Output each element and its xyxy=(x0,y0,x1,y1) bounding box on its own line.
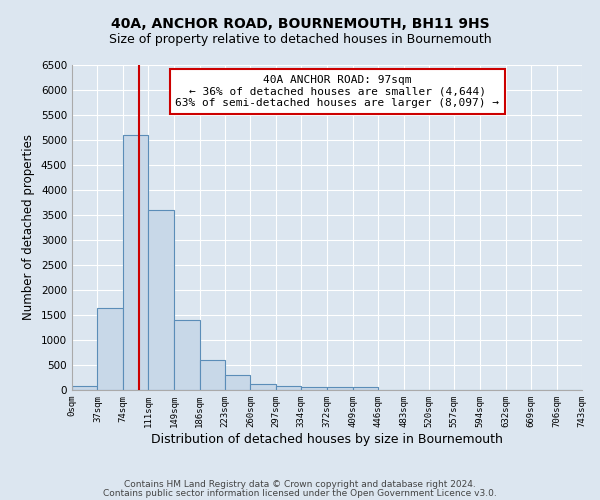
Text: 40A, ANCHOR ROAD, BOURNEMOUTH, BH11 9HS: 40A, ANCHOR ROAD, BOURNEMOUTH, BH11 9HS xyxy=(110,18,490,32)
Bar xyxy=(353,387,378,390)
Text: 40A ANCHOR ROAD: 97sqm
← 36% of detached houses are smaller (4,644)
63% of semi-: 40A ANCHOR ROAD: 97sqm ← 36% of detached… xyxy=(175,74,499,108)
Bar xyxy=(123,135,148,390)
Y-axis label: Number of detached properties: Number of detached properties xyxy=(22,134,35,320)
X-axis label: Distribution of detached houses by size in Bournemouth: Distribution of detached houses by size … xyxy=(151,432,503,446)
Text: Size of property relative to detached houses in Bournemouth: Size of property relative to detached ho… xyxy=(109,32,491,46)
Bar xyxy=(174,320,200,390)
Bar xyxy=(301,387,328,390)
Bar xyxy=(250,384,276,390)
Bar xyxy=(148,210,174,390)
Bar xyxy=(225,375,250,390)
Bar xyxy=(328,387,353,390)
Bar xyxy=(97,308,123,390)
Text: Contains public sector information licensed under the Open Government Licence v3: Contains public sector information licen… xyxy=(103,488,497,498)
Bar xyxy=(200,360,225,390)
Text: Contains HM Land Registry data © Crown copyright and database right 2024.: Contains HM Land Registry data © Crown c… xyxy=(124,480,476,489)
Bar xyxy=(72,386,97,390)
Bar xyxy=(276,386,301,390)
